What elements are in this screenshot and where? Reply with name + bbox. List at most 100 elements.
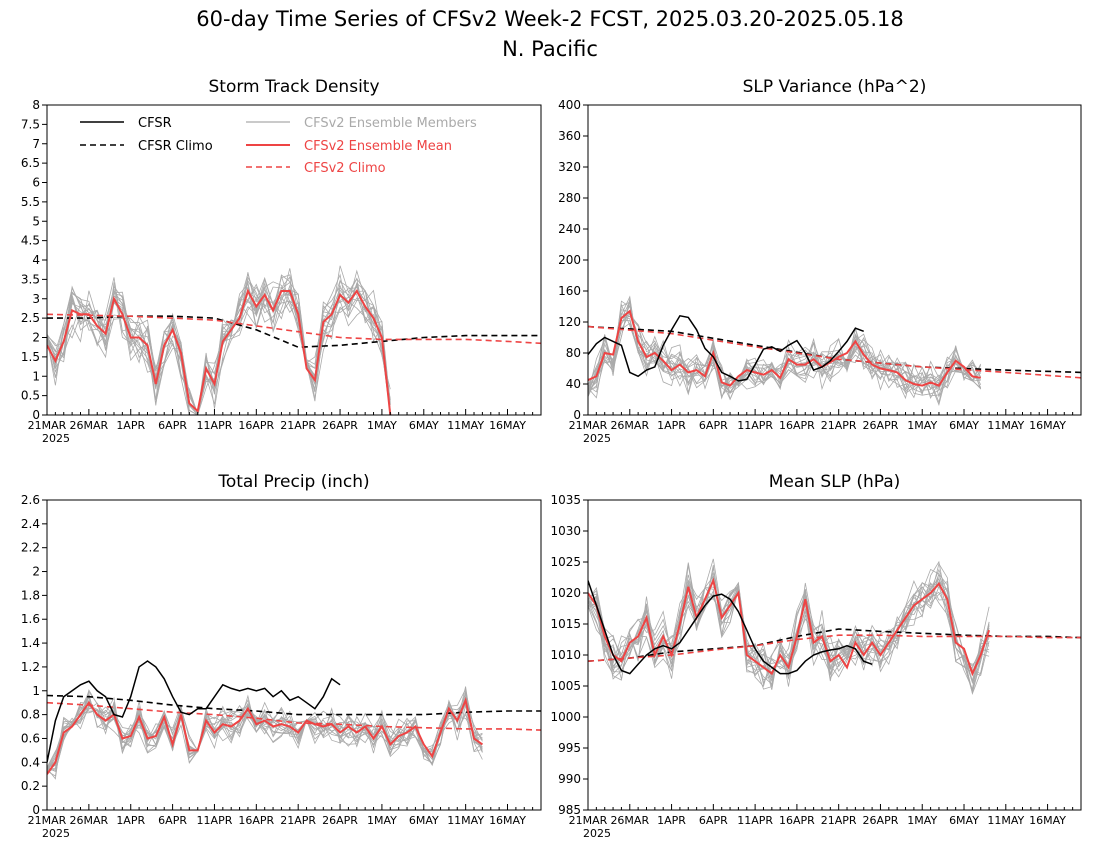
figure-title: 60-day Time Series of CFSv2 Week-2 FCST,… [196, 7, 903, 31]
plot-area [588, 295, 1081, 406]
ensemble-member-line [47, 277, 391, 415]
ensemble-member-line [588, 303, 982, 400]
y-tick-label: 8 [32, 98, 40, 112]
cfsr-line [588, 314, 864, 382]
y-tick-label: 0.2 [21, 779, 40, 793]
y-tick-label: 1.8 [21, 588, 40, 602]
legend-cfsr-climo-label: CFSR Climo [138, 139, 213, 154]
ensemble-member-line [588, 574, 990, 695]
legend-ens-mean-label: CFSv2 Ensemble Mean [304, 139, 452, 154]
x-tick-label: 21MAR [28, 814, 67, 827]
y-tick-label: 1030 [550, 524, 581, 538]
x-tick-label: 16APR [779, 814, 815, 827]
panel-title: Mean SLP (hPa) [769, 472, 901, 492]
x-tick-label: 11APR [737, 814, 773, 827]
x-year-label: 2025 [42, 432, 70, 445]
x-tick-label: 26APR [863, 419, 899, 432]
x-tick-label: 21MAR [28, 419, 67, 432]
ensemble-member-line [47, 686, 483, 768]
ensemble-mean-line [588, 577, 991, 677]
x-tick-label: 1MAY [907, 814, 937, 827]
y-tick-label: 4 [32, 253, 40, 267]
y-tick-label: 40 [566, 377, 581, 391]
y-tick-label: 2.4 [21, 517, 40, 531]
y-tick-label: 0 [573, 408, 581, 422]
y-tick-label: 1.2 [21, 660, 40, 674]
ensemble-member-line [588, 582, 990, 685]
x-tick-label: 26APR [322, 419, 358, 432]
y-tick-label: 6.5 [21, 156, 40, 170]
ensemble-member-line [47, 274, 391, 415]
y-tick-label: 3.5 [21, 272, 40, 286]
y-tick-label: 2 [32, 565, 40, 579]
x-tick-label: 1APR [657, 419, 686, 432]
y-tick-label: 7 [32, 137, 40, 151]
x-tick-label: 21APR [821, 814, 857, 827]
x-tick-label: 6MAY [409, 814, 439, 827]
ensemble-mean-line [47, 288, 392, 415]
x-tick-label: 6APR [158, 419, 187, 432]
x-tick-label: 16MAY [489, 814, 526, 827]
y-tick-label: 4.5 [21, 234, 40, 248]
y-tick-label: 1 [32, 369, 40, 383]
x-tick-label: 6APR [158, 814, 187, 827]
y-tick-label: 120 [558, 315, 581, 329]
plot-area [47, 660, 541, 780]
y-tick-label: 2 [32, 331, 40, 345]
y-tick-label: 1035 [550, 493, 581, 507]
panel-title: Storm Track Density [208, 77, 379, 97]
y-tick-label: 2.5 [21, 311, 40, 325]
panel-title: Total Precip (inch) [217, 472, 369, 492]
y-tick-label: 1.4 [21, 636, 40, 650]
y-tick-label: 990 [558, 772, 581, 786]
cfsr-line [47, 660, 341, 763]
y-tick-label: 200 [558, 253, 581, 267]
legend-cfsr-label: CFSR [138, 116, 172, 131]
y-tick-label: 995 [558, 741, 581, 755]
x-tick-label: 1MAY [367, 814, 397, 827]
y-tick-label: 5 [32, 214, 40, 228]
ensemble-member-line [588, 301, 982, 401]
x-tick-label: 11MAY [987, 814, 1024, 827]
y-tick-label: 5.5 [21, 195, 40, 209]
x-tick-label: 1MAY [367, 419, 397, 432]
plot-frame [46, 104, 542, 416]
legend-cfsv2-climo-label: CFSv2 Climo [304, 161, 386, 176]
x-tick-label: 6MAY [949, 419, 979, 432]
x-tick-label: 6MAY [409, 419, 439, 432]
ensemble-mean-line [47, 696, 483, 775]
cfsv2-climo-line [588, 325, 1081, 379]
x-tick-label: 11APR [737, 419, 773, 432]
y-tick-label: 0.6 [21, 731, 40, 745]
y-tick-label: 1020 [550, 586, 581, 600]
ensemble-member-line [588, 309, 982, 396]
y-tick-label: 0.5 [21, 389, 40, 403]
chart-panel-0: Storm Track Density 0 0.5 1 1.5 2 2.5 3 3.5 4 4.5 5… [21, 77, 542, 445]
x-tick-label: 1APR [657, 814, 686, 827]
x-tick-label: 1APR [116, 814, 145, 827]
x-tick-label: 6MAY [949, 814, 979, 827]
x-tick-label: 16APR [238, 814, 274, 827]
y-tick-label: 2.6 [21, 493, 40, 507]
y-tick-label: 1015 [550, 617, 581, 631]
y-tick-label: 2.2 [21, 541, 40, 555]
x-tick-label: 16MAY [489, 419, 526, 432]
y-tick-label: 0 [32, 803, 40, 817]
chart-panel-2: Total Precip (inch) 0 0.2 0.4 0.6 0.8 1 1.2 1.4 1… [21, 472, 542, 840]
x-year-label: 2025 [42, 827, 70, 840]
x-tick-label: 26APR [322, 814, 358, 827]
x-tick-label: 26APR [863, 814, 899, 827]
x-tick-label: 11APR [197, 419, 233, 432]
y-tick-label: 280 [558, 191, 581, 205]
legend: CFSR CFSR Climo CFSv2 Ensemble Members CFSv… [80, 116, 477, 176]
x-tick-label: 21APR [280, 814, 316, 827]
panel-title: SLP Variance (hPa^2) [743, 77, 927, 97]
x-tick-label: 26MAR [610, 814, 649, 827]
x-tick-label: 16APR [779, 419, 815, 432]
x-tick-label: 6APR [699, 419, 728, 432]
x-tick-label: 11MAY [447, 419, 484, 432]
y-tick-label: 360 [558, 129, 581, 143]
y-tick-label: 1000 [550, 710, 581, 724]
x-tick-label: 11APR [197, 814, 233, 827]
x-tick-label: 21APR [821, 419, 857, 432]
